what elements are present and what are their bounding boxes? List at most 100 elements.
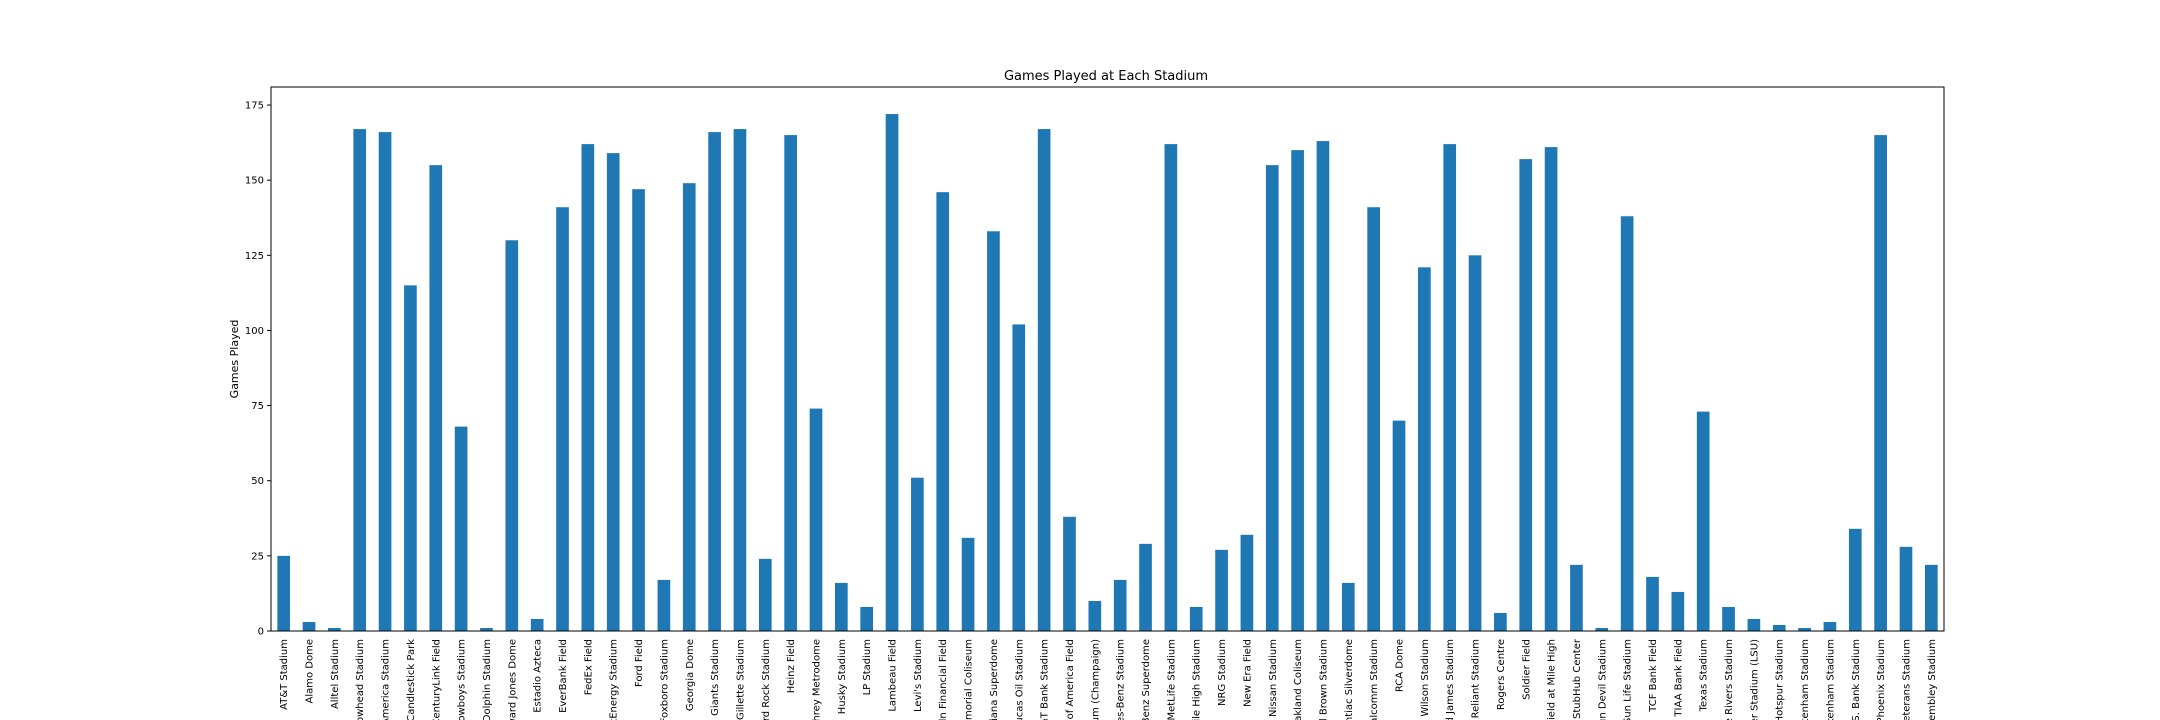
- x-tick-label: University of Phoenix Stadium: [1876, 639, 1887, 720]
- x-tick-label: Tiger Stadium (LSU): [1749, 639, 1760, 720]
- bar: [1494, 613, 1507, 631]
- x-tick-label: Lincoln Financial Field: [938, 639, 949, 720]
- x-tick-label: Georgia Dome: [685, 639, 696, 711]
- x-tick-label: Raymond James Stadium: [1445, 639, 1456, 720]
- bar: [987, 231, 1000, 631]
- x-tick-label: LP Stadium: [862, 639, 873, 695]
- x-tick-label: Mercedes-Benz Stadium: [1116, 639, 1127, 720]
- bar: [683, 183, 696, 631]
- bar: [1342, 583, 1355, 631]
- bar: [1900, 547, 1913, 631]
- chart-title: Games Played at Each Stadium: [1004, 69, 1208, 84]
- bar: [1114, 580, 1127, 631]
- x-tick-label: Sun Life Stadium: [1623, 639, 1634, 720]
- x-tick-label: Mercedes-Benz Superdome: [1141, 639, 1152, 720]
- x-tick-label: Veterans Stadium: [1901, 639, 1912, 720]
- x-tick-label: StubHub Center: [1572, 638, 1583, 719]
- x-tick-label: M&T Bank Stadium: [1040, 639, 1051, 720]
- y-tick-label: 150: [245, 176, 264, 187]
- bar: [531, 619, 544, 631]
- x-tick-label: Alltel Stadium: [330, 639, 341, 709]
- x-tick-label: Reliant Stadium: [1471, 639, 1482, 718]
- x-tick-label: Texas Stadium: [1699, 639, 1710, 712]
- bar: [1469, 255, 1482, 631]
- bars-group: [277, 114, 1937, 631]
- y-tick-label: 0: [258, 627, 264, 638]
- bar: [1874, 135, 1887, 631]
- y-tick-label: 50: [251, 476, 264, 487]
- y-axis-label: Games Played: [228, 320, 241, 399]
- x-tick-label: Ralph Wilson Stadium: [1420, 639, 1431, 720]
- x-tick-label: Rogers Centre: [1496, 639, 1507, 710]
- bar: [1266, 165, 1279, 631]
- bar: [810, 409, 823, 631]
- bar: [1443, 144, 1456, 631]
- x-tick-label: Alamo Dome: [305, 639, 316, 704]
- bar: [303, 622, 316, 631]
- y-tick-label: 175: [245, 101, 264, 112]
- bar: [1063, 517, 1076, 631]
- x-tick-label: Sports Authority Field at Mile High: [1547, 639, 1558, 720]
- bar: [1088, 601, 1101, 631]
- bar: [936, 192, 949, 631]
- bar: [455, 427, 468, 631]
- x-axis-ticks: AT&T Stadium Alamo Dome Alltel Stadium Arro…: [279, 631, 1938, 720]
- bar: [429, 165, 442, 631]
- bar: [1393, 421, 1406, 631]
- x-tick-label: FedEx Field: [583, 639, 594, 695]
- x-tick-label: Lambeau Field: [888, 639, 899, 712]
- x-tick-label: Arrowhead Stadium: [355, 639, 366, 720]
- bar: [1570, 565, 1583, 631]
- bar: [1773, 625, 1786, 631]
- bar: [632, 189, 645, 631]
- bar: [1139, 544, 1152, 631]
- bar: [860, 607, 873, 631]
- plot-frame: [271, 87, 1944, 631]
- bar: [1672, 592, 1685, 631]
- bar: [734, 129, 747, 631]
- x-tick-label: Dolphin Stadium: [482, 639, 493, 720]
- y-tick-label: 125: [245, 251, 264, 262]
- bar: [1190, 607, 1203, 631]
- x-tick-label: New Era Field: [1242, 639, 1253, 707]
- x-tick-label: Oakland Coliseum: [1293, 639, 1304, 720]
- x-tick-label: Edward Jones Dome: [507, 639, 518, 720]
- bar: [404, 285, 417, 631]
- x-tick-label: Cowboys Stadium: [457, 639, 468, 720]
- bar: [1722, 607, 1735, 631]
- x-tick-label: NRG Stadium: [1217, 639, 1228, 706]
- bar: [1824, 622, 1837, 631]
- bar: [277, 556, 290, 631]
- bar: [1291, 150, 1304, 631]
- x-tick-label: Mile High Stadium: [1192, 639, 1203, 720]
- x-tick-label: Husky Stadium: [837, 639, 848, 714]
- x-tick-label: Wembley Stadium: [1927, 639, 1938, 720]
- x-tick-label: TIAA Bank Field: [1673, 639, 1684, 718]
- x-tick-label: Soldier Field: [1521, 639, 1532, 700]
- x-tick-label: U.S. Bank Stadium: [1851, 639, 1862, 720]
- x-tick-label: Heinz Field: [786, 639, 797, 693]
- bar: [1038, 129, 1051, 631]
- x-tick-label: Sun Devil Stadium: [1597, 639, 1608, 720]
- x-tick-label: Ford Field: [634, 639, 645, 687]
- bar: [708, 132, 721, 631]
- y-axis-ticks: 0255075100125150175: [245, 101, 271, 638]
- bar: [835, 583, 848, 631]
- bar: [1697, 412, 1710, 631]
- x-tick-label: Giants Stadium: [710, 639, 721, 716]
- bar: [1646, 577, 1659, 631]
- x-tick-label: MetLife Stadium: [1166, 639, 1177, 720]
- x-tick-label: Three Rivers Stadium: [1724, 639, 1735, 720]
- x-tick-label: Gillette Stadium: [735, 639, 746, 720]
- bar: [1621, 216, 1634, 631]
- bar: [353, 129, 366, 631]
- bar: [556, 207, 569, 631]
- x-tick-label: Louisiana Superdome: [989, 639, 1000, 720]
- bar: [1418, 267, 1431, 631]
- bar: [886, 114, 899, 631]
- bar: [784, 135, 797, 631]
- bar: [1519, 159, 1532, 631]
- bar: [962, 538, 975, 631]
- bar: [911, 478, 924, 631]
